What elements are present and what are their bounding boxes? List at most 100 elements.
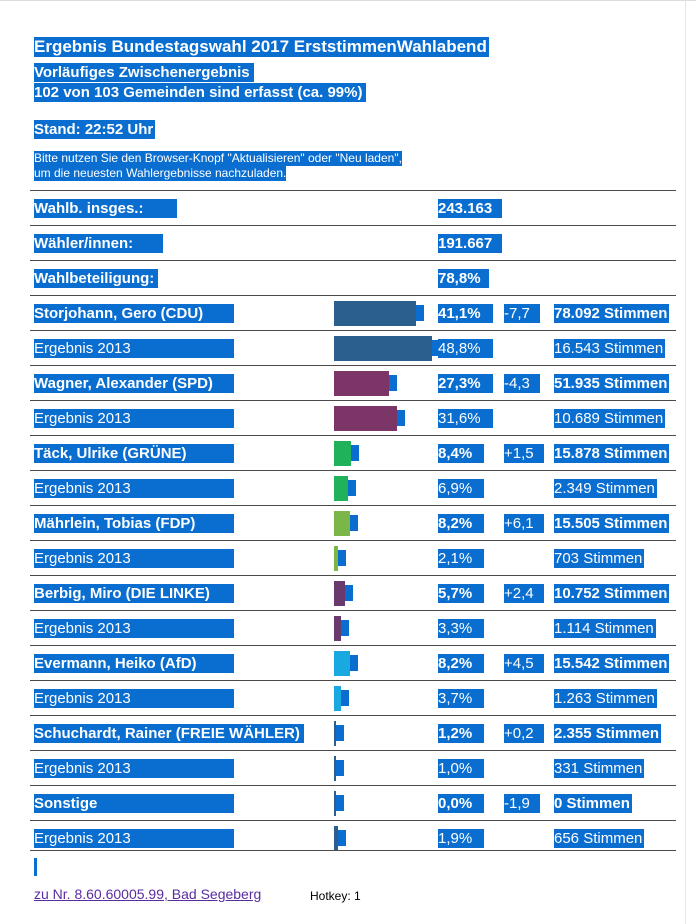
vote-share-bar — [334, 686, 342, 711]
vote-count: 15.878 Stimmen — [554, 444, 670, 463]
vote-percentage: 48,8% — [438, 339, 493, 358]
summary-label: Wähler/innen: — [34, 234, 164, 253]
candidate-name: Mährlein, Tobias (FDP) — [34, 514, 234, 533]
previous-result-row: Ergebnis 2013 31,6% 10.689 Stimmen — [30, 400, 676, 435]
vote-count: 10.689 Stimmen — [554, 409, 666, 428]
previous-result-label: Ergebnis 2013 — [34, 339, 234, 358]
previous-result-label: Ergebnis 2013 — [34, 689, 234, 708]
bar-cursor — [34, 858, 37, 876]
candidate-row: Schuchardt, Rainer (FREIE WÄHLER) 1,2% +0,… — [30, 715, 676, 750]
vote-percentage: 8,2% — [438, 654, 485, 673]
vote-percentage: 2,1% — [438, 549, 485, 568]
vote-count: 331 Stimmen — [554, 759, 645, 778]
vote-change: +4,5 — [504, 654, 544, 673]
vote-percentage: 27,3% — [438, 374, 493, 393]
candidate-name: Berbig, Miro (DIE LINKE) — [34, 584, 234, 603]
vote-share-bar — [334, 651, 351, 676]
vote-percentage: 8,4% — [438, 444, 485, 463]
district-link[interactable]: zu Nr. 8.60.60005.99, Bad Segeberg — [34, 886, 262, 902]
summary-row: Wähler/innen: 191.667 — [30, 225, 676, 260]
vote-percentage: 3,3% — [438, 619, 485, 638]
hotkey-label: Hotkey: 1 — [310, 889, 361, 903]
reload-hint-line2: um die neuesten Wahlergebnisse nachzulad… — [34, 166, 287, 181]
summary-label: Wahlb. insges.: — [34, 199, 178, 218]
candidate-row: Wagner, Alexander (SPD) 27,3% -4,3 51.935 S… — [30, 365, 676, 400]
vote-change: +1,5 — [504, 444, 544, 463]
previous-result-row: Ergebnis 2013 6,9% 2.349 Stimmen — [30, 470, 676, 505]
vote-change: +0,2 — [504, 724, 544, 743]
vote-share-bar — [334, 546, 339, 571]
summary-row: Wahlbeteiligung: 78,8% — [30, 260, 676, 295]
summary-row: Wahlb. insges.: 243.163 — [30, 190, 676, 225]
reload-hint-line1: Bitte nutzen Sie den Browser-Knopf "Aktu… — [34, 151, 402, 166]
subtitle-status: Vorläufiges Zwischenergebnis — [34, 63, 254, 82]
previous-result-row: Ergebnis 2013 2,1% 703 Stimmen — [30, 540, 676, 575]
summary-value: 78,8% — [438, 269, 489, 288]
vote-percentage: 41,1% — [438, 304, 493, 323]
vote-count: 15.505 Stimmen — [554, 514, 670, 533]
vote-share-bar — [334, 406, 398, 431]
vote-share-bar — [334, 336, 432, 361]
previous-result-label: Ergebnis 2013 — [34, 759, 234, 778]
previous-result-label: Ergebnis 2013 — [34, 829, 234, 848]
timestamp: Stand: 22:52 Uhr — [34, 120, 156, 139]
summary-label: Wahlbeteiligung: — [34, 269, 159, 288]
vote-share-bar — [334, 511, 351, 536]
vote-count: 2.349 Stimmen — [554, 479, 657, 498]
vote-percentage: 1,2% — [438, 724, 485, 743]
vote-percentage: 1,0% — [438, 759, 485, 778]
vote-percentage: 5,7% — [438, 584, 485, 603]
vote-change: -1,9 — [504, 794, 540, 813]
vote-share-bar — [334, 756, 336, 781]
previous-result-row: Ergebnis 2013 3,7% 1.263 Stimmen — [30, 680, 676, 715]
previous-result-label: Ergebnis 2013 — [34, 619, 234, 638]
top-border — [0, 0, 696, 1]
vote-count: 1.114 Stimmen — [554, 619, 656, 638]
previous-result-label: Ergebnis 2013 — [34, 479, 234, 498]
vote-count: 16.543 Stimmen — [554, 339, 666, 358]
vote-percentage: 8,2% — [438, 514, 485, 533]
vote-count: 656 Stimmen — [554, 829, 645, 848]
candidate-row: Evermann, Heiko (AfD) 8,2% +4,5 15.542 Stim… — [30, 645, 676, 680]
vote-change: +6,1 — [504, 514, 544, 533]
results-table: Wahlb. insges.: 243.163 Wähler/innen: 19… — [30, 190, 676, 855]
vote-share-bar-highlight — [334, 830, 346, 846]
vote-share-bar — [334, 441, 351, 466]
vote-share-bar — [334, 791, 336, 816]
subtitle-progress: 102 von 103 Gemeinden sind erfasst (ca. … — [34, 83, 367, 102]
page-title: Ergebnis Bundestagswahl 2017 Erststimmen… — [34, 37, 489, 57]
candidate-row: Sonstige 0,0% -1,9 0 Stimmen — [30, 785, 676, 820]
vote-count: 10.752 Stimmen — [554, 584, 670, 603]
previous-result-row: Ergebnis 2013 3,3% 1.114 Stimmen — [30, 610, 676, 645]
vote-change: +2,4 — [504, 584, 544, 603]
vote-percentage: 6,9% — [438, 479, 485, 498]
previous-result-row: Ergebnis 2013 1,0% 331 Stimmen — [30, 750, 676, 785]
candidate-name: Evermann, Heiko (AfD) — [34, 654, 234, 673]
vote-share-bar — [334, 476, 348, 501]
vote-count: 2.355 Stimmen — [554, 724, 662, 743]
previous-result-row: Ergebnis 2013 1,9% 656 Stimmen — [30, 820, 676, 855]
right-border — [685, 0, 686, 924]
previous-result-label: Ergebnis 2013 — [34, 409, 234, 428]
vote-share-bar — [334, 721, 337, 746]
candidate-row: Täck, Ulrike (GRÜNE) 8,4% +1,5 15.878 Stimm… — [30, 435, 676, 470]
summary-value: 243.163 — [438, 199, 503, 218]
candidate-row: Berbig, Miro (DIE LINKE) 5,7% +2,4 10.752 S… — [30, 575, 676, 610]
table-bottom-border — [30, 850, 676, 851]
candidate-name: Täck, Ulrike (GRÜNE) — [34, 444, 234, 463]
previous-result-row: Ergebnis 2013 48,8% 16.543 Stimmen — [30, 330, 676, 365]
summary-value: 191.667 — [438, 234, 503, 253]
candidate-name: Sonstige — [34, 794, 234, 813]
vote-percentage: 1,9% — [438, 829, 485, 848]
candidate-row: Storjohann, Gero (CDU) 41,1% -7,7 78.092 St… — [30, 295, 676, 330]
vote-change: -7,7 — [504, 304, 540, 323]
vote-share-bar-highlight — [334, 760, 344, 776]
vote-share-bar — [334, 371, 389, 396]
candidate-name: Schuchardt, Rainer (FREIE WÄHLER) — [34, 724, 304, 743]
vote-percentage: 0,0% — [438, 794, 485, 813]
vote-count: 703 Stimmen — [554, 549, 645, 568]
vote-count: 1.263 Stimmen — [554, 689, 657, 708]
vote-share-bar — [334, 616, 341, 641]
candidate-name: Wagner, Alexander (SPD) — [34, 374, 234, 393]
vote-change: -4,3 — [504, 374, 540, 393]
